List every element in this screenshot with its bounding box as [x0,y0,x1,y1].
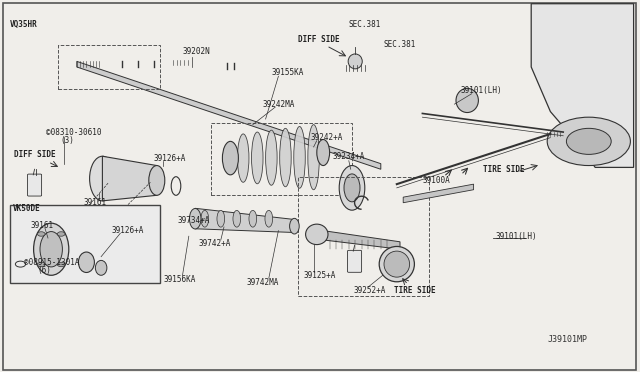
Circle shape [547,117,630,166]
Ellipse shape [290,218,300,234]
Text: 39234+A: 39234+A [333,153,365,161]
Text: TIRE SIDE: TIRE SIDE [483,165,525,174]
Ellipse shape [339,166,365,210]
Ellipse shape [308,125,319,190]
Text: 39161: 39161 [83,198,106,207]
Circle shape [37,232,45,236]
Text: 39101(LH): 39101(LH) [496,232,538,241]
Text: SEC.381: SEC.381 [349,20,381,29]
Text: 39100A: 39100A [422,176,450,185]
FancyBboxPatch shape [28,174,42,196]
Ellipse shape [95,260,107,275]
Circle shape [566,128,611,154]
Text: 39242+A: 39242+A [310,133,343,142]
Ellipse shape [233,210,241,227]
Text: (3): (3) [60,136,74,145]
Text: ®08915-1301A: ®08915-1301A [24,258,80,267]
Text: 39252+A: 39252+A [354,286,387,295]
Text: 39742MA: 39742MA [246,278,279,287]
Ellipse shape [217,210,225,227]
Ellipse shape [306,224,328,245]
Ellipse shape [249,210,257,227]
Text: VK50DE: VK50DE [13,204,40,213]
Ellipse shape [223,141,238,175]
Ellipse shape [79,252,95,272]
Text: DIFF SIDE: DIFF SIDE [298,35,339,44]
Text: 39202N: 39202N [182,47,210,56]
Circle shape [58,262,65,267]
Polygon shape [403,184,474,203]
Ellipse shape [40,231,63,267]
Text: 39126+A: 39126+A [112,226,145,235]
Polygon shape [77,61,381,169]
Ellipse shape [294,126,305,188]
Ellipse shape [252,132,263,184]
Ellipse shape [384,251,410,277]
Text: SEC.381: SEC.381 [384,40,417,49]
Text: 39126+A: 39126+A [154,154,186,163]
Polygon shape [102,156,157,201]
Ellipse shape [379,247,415,282]
Text: 39125+A: 39125+A [304,271,337,280]
Ellipse shape [348,54,362,69]
FancyBboxPatch shape [3,3,636,370]
Ellipse shape [34,223,69,275]
Ellipse shape [149,166,165,195]
Text: DIFF SIDE: DIFF SIDE [14,150,56,159]
Circle shape [37,262,45,267]
Ellipse shape [266,130,277,185]
Ellipse shape [90,156,115,201]
Text: 39242MA: 39242MA [262,100,295,109]
Circle shape [58,232,65,236]
Ellipse shape [265,210,273,227]
Ellipse shape [456,89,479,112]
Ellipse shape [201,210,209,227]
Ellipse shape [280,128,291,187]
Text: VQ35HR: VQ35HR [10,20,37,29]
Text: 39101(LH): 39101(LH) [461,86,502,94]
Text: 39155KA: 39155KA [272,68,305,77]
Ellipse shape [189,208,201,229]
Polygon shape [323,231,400,249]
Text: 39161: 39161 [31,221,54,230]
Ellipse shape [237,134,249,182]
Text: ©08310-30610: ©08310-30610 [46,128,102,137]
Polygon shape [195,208,294,232]
Text: TIRE SIDE: TIRE SIDE [394,286,435,295]
Text: 39742+A: 39742+A [198,239,231,248]
FancyBboxPatch shape [348,250,362,272]
Text: (6): (6) [37,266,51,275]
Text: 39156KA: 39156KA [163,275,196,284]
Text: 39734+A: 39734+A [178,216,211,225]
Ellipse shape [344,174,360,202]
Polygon shape [531,4,634,167]
Text: J39101MP: J39101MP [547,335,588,344]
Ellipse shape [317,140,330,166]
FancyBboxPatch shape [10,205,160,283]
